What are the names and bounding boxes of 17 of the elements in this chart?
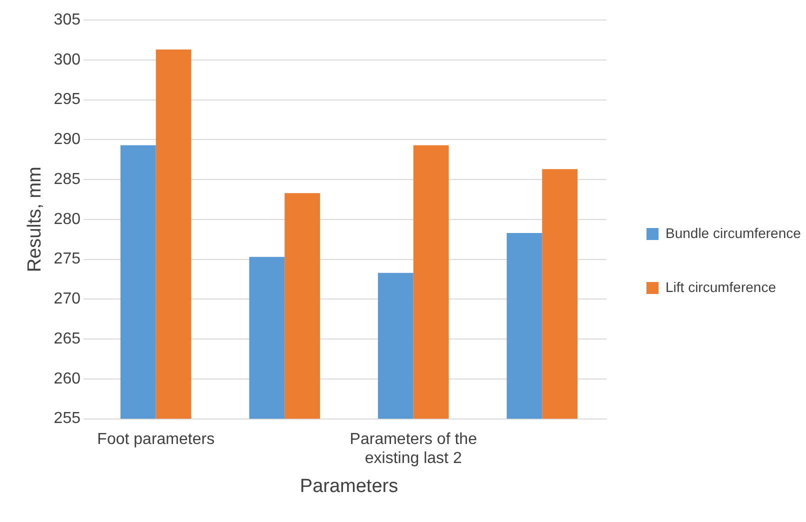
y-axis-title: Results, mm <box>24 166 46 272</box>
x-tick-label: Parameters of the existing last 2 <box>350 430 478 468</box>
x-tick-label: Foot parameters <box>97 430 215 448</box>
y-tick-label: 270 <box>54 290 81 308</box>
y-tick-label: 305 <box>54 11 81 28</box>
y-tick-label: 295 <box>54 91 81 108</box>
y-tick-label: 285 <box>54 170 81 188</box>
y-tick-label: 260 <box>54 370 81 388</box>
legend-label: Bundle circumference <box>666 224 802 241</box>
y-tick-label: 300 <box>54 51 81 68</box>
y-tick-label: 265 <box>54 330 81 348</box>
y-tick-label: 280 <box>54 210 81 228</box>
y-tick-label: 290 <box>54 131 81 148</box>
y-tick-label: 255 <box>54 410 81 428</box>
y-tick-label: 275 <box>54 250 81 268</box>
x-axis-title: Parameters <box>300 476 398 497</box>
legend-label: Lift circumference <box>666 278 776 295</box>
